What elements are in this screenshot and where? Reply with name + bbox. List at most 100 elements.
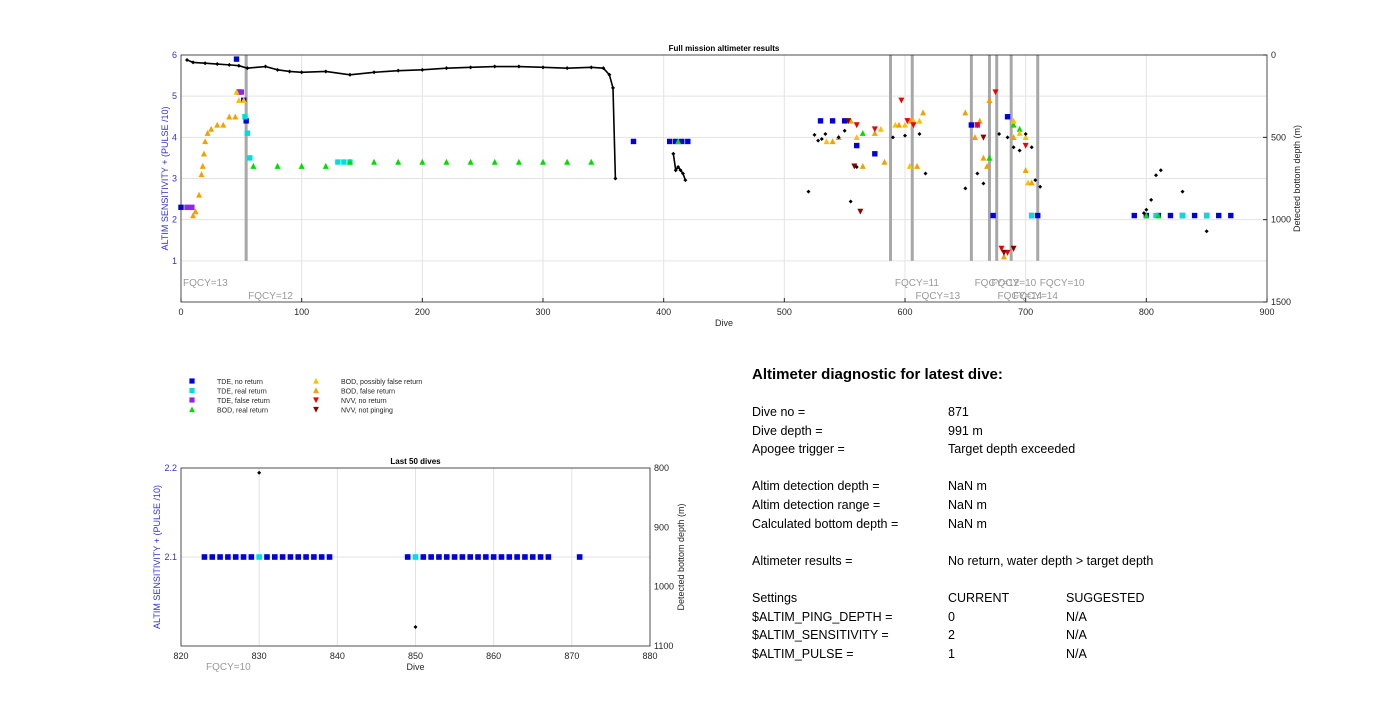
data-point [199,162,206,169]
data-point [972,134,978,141]
x-tick-label: 100 [294,307,309,317]
legend-label: TDE, false return [217,398,270,405]
data-point [564,158,571,165]
data-point [443,158,450,165]
data-point [311,554,317,560]
sensitivity-current: 2 [948,628,955,643]
x-tick-label: 300 [535,307,550,317]
data-point [233,88,240,95]
main-y-left-axis-label: ALTIM SENSITIVITY + (PULSE /10) [160,107,170,251]
fqcy-label: FQCY=13 [183,278,228,289]
data-point [515,158,522,165]
data-point [243,118,249,124]
dive-depth-row: Dive depth = 991 m [752,424,1352,443]
data-point [675,138,682,145]
data-point [895,121,902,128]
data-point [667,138,673,145]
bottom-depth-point [191,60,196,65]
pulse-current: 1 [948,646,955,661]
results-label: Altimeter results = [752,553,853,568]
y-right-tick-label: 1000 [654,582,674,592]
bottom-depth-point [678,168,683,173]
data-point [908,117,915,124]
y-left-tick-label: 2.1 [164,552,177,562]
data-point [974,122,981,129]
data-point [998,245,1005,252]
fqcy-label: FQCY=14 [998,291,1043,302]
data-point [225,554,231,560]
dive-no-value: 871 [948,405,969,419]
data-point [247,155,253,161]
data-point [295,554,302,560]
bottom-depth-point [444,66,449,71]
bottom-depth-point [613,176,618,181]
bottom-depth-point [287,69,292,74]
data-point [1028,179,1035,186]
data-point [871,129,878,136]
data-point [420,554,427,560]
data-point [506,554,513,560]
bottom-depth-point [812,132,817,137]
diagnostic-title: Altimeter diagnostic for latest dive: [752,366,1003,383]
data-point [829,118,836,124]
bottom-depth-point [917,132,922,137]
data-point [1004,114,1011,120]
data-point [1022,167,1029,173]
legend-marker [189,378,195,384]
data-point [841,118,848,124]
data-point [298,162,305,169]
settings-label: Settings [752,590,798,605]
data-point [250,162,257,169]
x-tick-label: 830 [252,651,267,661]
detect-depth-label: Altim detection depth = [752,479,880,494]
detect-depth-row: Altim detection depth = NaN m [752,479,1352,498]
data-point [467,554,474,560]
data-point [443,554,450,560]
data-point [303,554,309,560]
bottom-depth-point [854,164,859,169]
last-plot-frame [180,467,651,647]
bottom-depth-point [185,57,190,62]
y-right-tick-label: 0 [1271,50,1276,60]
bottom-depth-point [1011,145,1016,150]
x-tick-label: 600 [897,307,912,317]
data-point [914,162,921,169]
data-point [235,97,242,103]
data-point [1179,212,1186,219]
data-point [906,162,913,169]
data-point [490,554,497,560]
bottom-depth-point [923,171,928,176]
x-tick-label: 880 [642,651,657,661]
data-point [220,121,227,128]
pulse-label: $ALTIM_PULSE = [752,646,854,661]
data-point [287,554,294,560]
bottom-depth-point [963,186,968,191]
data-point [1029,212,1035,219]
legend-marker [189,387,195,394]
y-left-tick-label: 1 [172,256,177,266]
y-right-tick-label: 1100 [654,641,673,651]
x-tick-label: 870 [564,651,579,661]
data-point [1143,212,1150,219]
data-point [192,208,199,215]
current-header: CURRENT [948,590,1010,605]
data-point [371,158,378,165]
bottom-depth-point [420,67,425,72]
bottom-depth-point [1204,229,1209,234]
ping-depth-suggested: N/A [1066,609,1087,624]
y-left-tick-label: 2 [172,215,177,225]
x-tick-label: 400 [656,307,671,317]
detect-depth-value: NaN m [948,479,987,494]
last-y-right-axis-label: Detected bottom depth (m) [676,503,686,610]
data-point [419,158,426,165]
x-tick-label: 0 [178,307,183,317]
dive-depth-value: 991 m [948,423,983,438]
legend-label: TDE, no return [217,379,263,386]
bottom-depth-point [673,168,678,173]
bottom-depth-point [1029,145,1034,150]
ping-depth-current: 0 [948,609,955,624]
bottom-depth-point [1149,197,1154,202]
detect-range-row: Altim detection range = NaN m [752,498,1352,517]
data-point [256,554,262,560]
bottom-depth-point [683,178,688,183]
